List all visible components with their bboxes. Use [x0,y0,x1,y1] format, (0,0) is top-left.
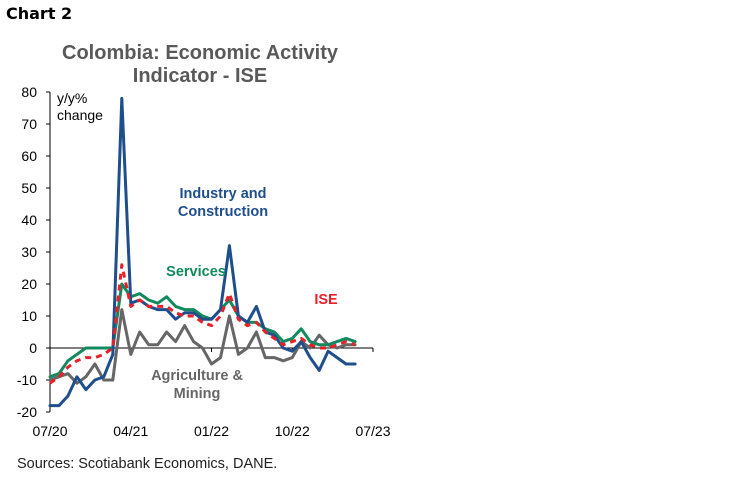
y-tick-label: 40 [21,212,37,228]
series-line-ise [49,263,356,385]
y-tick-label: -20 [17,404,37,420]
chart-title: Colombia: Economic Activity Indicator - … [40,42,360,88]
y-unit-label: change [57,107,103,123]
y-tick-label: 60 [21,148,37,164]
series-line-industry [48,96,357,408]
series-line-services [48,282,357,379]
x-tick-label: 01/22 [194,423,229,439]
series-label-services: Services [166,264,226,280]
y-tick-label: 0 [29,340,37,356]
y-tick-label: 50 [21,180,37,196]
y-tick-label: 10 [21,308,37,324]
y-tick-label: 80 [21,84,37,100]
series-label-ise: ISE [314,292,338,308]
y-tick-label: 30 [21,244,37,260]
chart-axes: 80 70 60 50 40 30 20 10 0 -10 -20 07/20 04/21 01/22 10… [17,84,391,439]
series-label-industry: Industry and [179,186,266,202]
series-label-agriculture: Agriculture & [151,368,243,384]
y-tick-label: -10 [17,372,37,388]
y-unit-label: y/y% [57,90,87,106]
series-label-industry: Construction [178,204,268,220]
chart-title-line-2: Indicator - ISE [132,65,268,87]
chart-number-label: Chart 2 [6,4,73,23]
chart-annotations: Industry and Construction Services ISE Agric… [151,186,338,402]
x-tick-label: 07/20 [32,423,67,439]
x-tick-label: 10/22 [275,423,310,439]
y-tick-label: 20 [21,276,37,292]
y-tick-label: 70 [21,116,37,132]
series-label-agriculture: Mining [174,386,221,402]
series-line-agriculture [48,308,357,385]
source-note: Sources: Scotiabank Economics, DANE. [17,456,278,472]
x-tick-label: 07/23 [355,423,390,439]
chart-title-line-1: Colombia: Economic Activity [62,42,338,64]
chart-series-lines [48,96,357,408]
x-tick-label: 04/21 [113,423,148,439]
